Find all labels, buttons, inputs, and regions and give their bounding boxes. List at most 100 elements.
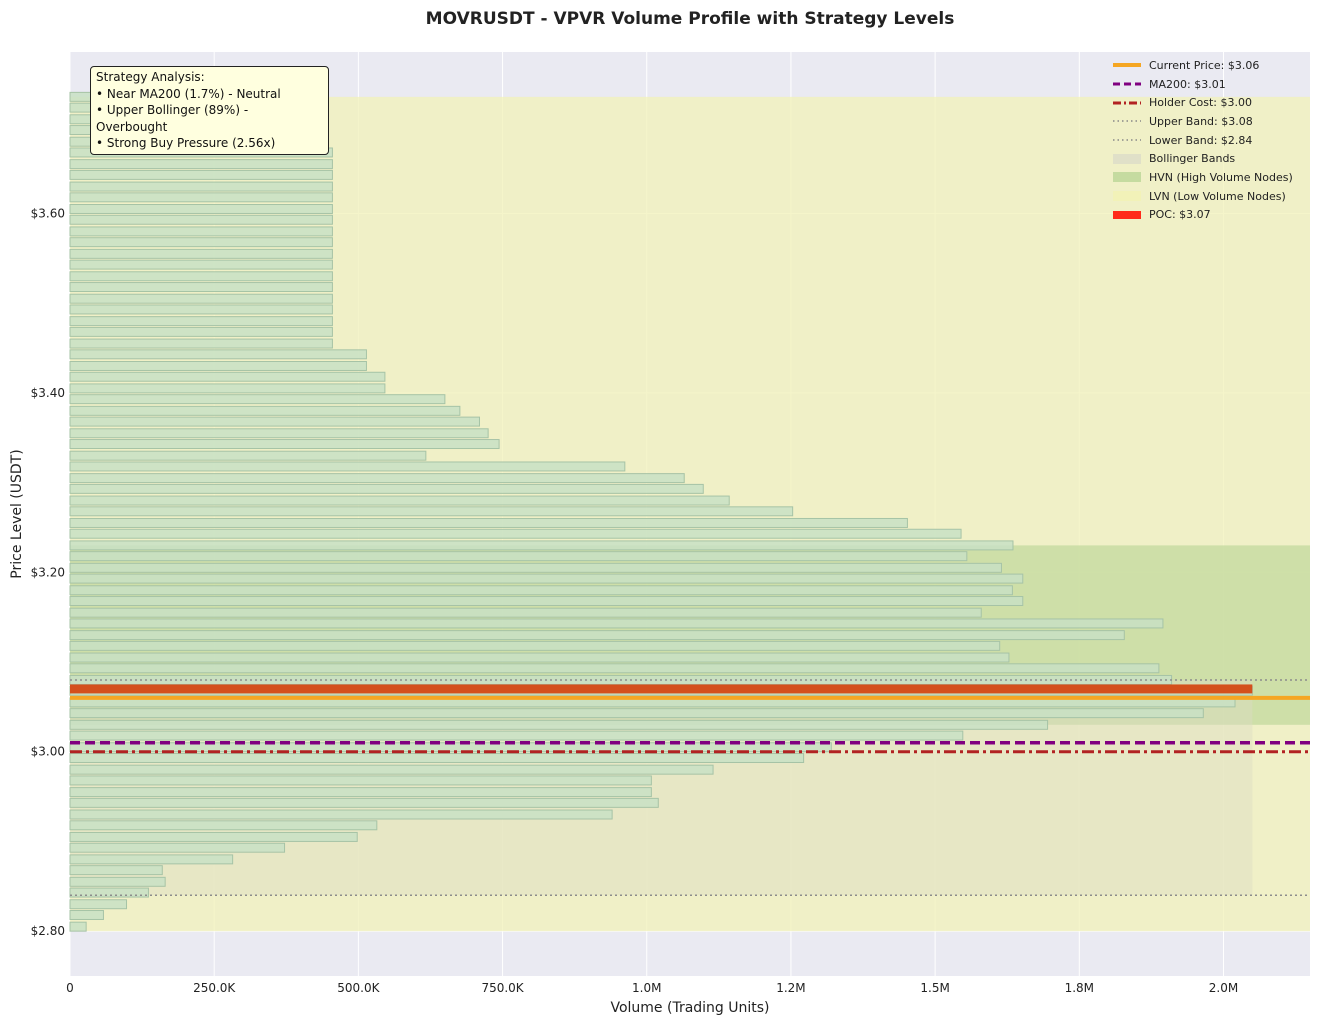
volume-bar: [69, 787, 652, 798]
volume-bar: [69, 663, 1160, 674]
volume-bar: [69, 842, 286, 853]
legend-swatch: [1113, 210, 1141, 219]
strategy-title: Strategy Analysis:: [96, 70, 205, 84]
volume-bar: [69, 405, 461, 416]
poc-bar: [70, 684, 1253, 694]
legend-item: MA200: $3.01: [1104, 75, 1314, 94]
volume-bar: [69, 304, 333, 315]
legend-swatch: [1113, 101, 1141, 105]
volume-bar: [69, 248, 333, 259]
legend-item: HVN (High Volume Nodes): [1104, 168, 1314, 187]
legend-swatch: [1113, 139, 1141, 141]
volume-bar: [69, 618, 1164, 629]
volume-bar: [69, 360, 367, 371]
legend-label: Holder Cost: $3.00: [1149, 96, 1252, 110]
legend-swatch: [1113, 82, 1141, 86]
legend-label: POC: $3.07: [1149, 208, 1211, 222]
volume-bar: [69, 831, 358, 842]
volume-bar: [69, 461, 626, 472]
volume-bar: [69, 326, 333, 337]
y-tick-label: $3.20: [31, 565, 65, 579]
legend-item: Upper Band: $3.08: [1104, 112, 1314, 131]
volume-bar: [69, 506, 794, 517]
volume-bar: [69, 383, 386, 394]
strategy-line-bollinger: • Upper Bollinger (89%) - Overbought: [96, 103, 249, 134]
x-tick-label: 2.0M: [1209, 981, 1238, 995]
legend-item: Holder Cost: $3.00: [1104, 93, 1314, 112]
strategy-analysis-box: Strategy Analysis: • Near MA200 (1.7%) -…: [90, 66, 329, 155]
volume-bar: [69, 607, 982, 618]
volume-bar: [69, 865, 163, 876]
volume-bar: [69, 316, 333, 327]
x-axis-label: Volume (Trading Units): [610, 1000, 769, 1016]
volume-bar: [69, 708, 1204, 719]
volume-bar: [69, 416, 480, 427]
volume-bar: [69, 271, 333, 282]
x-tick-label: 0: [66, 981, 74, 995]
volume-bar: [69, 204, 333, 214]
y-axis-label: Price Level (USDT): [9, 449, 25, 578]
legend-swatch: [1113, 172, 1141, 183]
legend: Current Price: $3.06 MA200: $3.01 Holder C…: [1104, 56, 1314, 228]
chart-title: MOVRUSDT - VPVR Volume Profile with Stra…: [426, 9, 955, 29]
legend-item: Current Price: $3.06: [1104, 56, 1314, 75]
legend-label: HVN (High Volume Nodes): [1149, 170, 1293, 184]
legend-item: POC: $3.07: [1104, 206, 1314, 225]
strategy-line-buy-pressure: • Strong Buy Pressure (2.56x): [96, 136, 276, 150]
legend-label: Lower Band: $2.84: [1149, 133, 1253, 147]
x-tick-label: 1.2M: [776, 981, 805, 995]
legend-swatch: [1113, 153, 1141, 164]
strategy-level-lines: [70, 679, 1310, 897]
volume-bar: [69, 428, 489, 439]
volume-bar: [69, 473, 685, 484]
volume-bar: [69, 439, 500, 450]
volume-bar: [69, 652, 1010, 663]
volume-bar: [69, 214, 333, 225]
legend-swatch: [1113, 63, 1141, 68]
x-tick-label: 250.0K: [193, 981, 236, 995]
volume-bar: [69, 809, 613, 820]
volume-bar: [69, 259, 333, 270]
volume-bar: [69, 495, 730, 506]
y-axis-ticks: $2.80 $3.00 $3.20 $3.40 $3.60: [31, 206, 65, 938]
legend-label: MA200: $3.01: [1149, 77, 1226, 91]
volume-bar: [69, 640, 1001, 651]
legend-item: Bollinger Bands: [1104, 149, 1314, 168]
x-tick-label: 500.0K: [337, 981, 380, 995]
volume-bar: [69, 282, 333, 293]
x-tick-label: 750.0K: [481, 981, 524, 995]
y-tick-label: $3.40: [31, 386, 65, 400]
volume-bar: [69, 921, 87, 932]
legend-label: LVN (Low Volume Nodes): [1149, 189, 1286, 203]
volume-bar: [69, 630, 1125, 641]
y-tick-label: $3.60: [31, 206, 65, 220]
strategy-line-ma200: • Near MA200 (1.7%) - Neutral: [96, 86, 281, 101]
volume-bar: [69, 338, 333, 349]
x-axis-ticks: 0 250.0K 500.0K 750.0K 1.0M 1.2M 1.5M 1.8M 2.0M: [66, 981, 1238, 995]
legend-label: Upper Band: $3.08: [1149, 114, 1253, 128]
volume-bar: [69, 910, 104, 920]
volume-bar: [69, 899, 128, 910]
legend-item: Lower Band: $2.84: [1104, 131, 1314, 150]
x-tick-label: 1.8M: [1065, 981, 1094, 995]
volume-bar: [69, 159, 333, 170]
volume-bar: [69, 753, 805, 763]
volume-bar: [69, 192, 333, 203]
volume-bar: [69, 517, 908, 528]
volume-bar: [69, 181, 333, 192]
volume-bar: [69, 775, 652, 786]
volume-bar: [69, 226, 333, 237]
volume-bar: [69, 764, 714, 775]
volume-bar: [69, 562, 1002, 573]
volume-bar: [69, 876, 166, 887]
volume-bar: [69, 540, 1014, 551]
legend-label: Bollinger Bands: [1149, 152, 1236, 166]
legend-swatch: [1113, 191, 1141, 202]
volume-bar: [69, 596, 1024, 607]
volume-bar: [69, 573, 1024, 584]
y-tick-label: $2.80: [31, 924, 65, 938]
legend-swatch: [1113, 120, 1141, 123]
x-tick-label: 1.0M: [632, 981, 661, 995]
volume-bar: [69, 797, 659, 808]
